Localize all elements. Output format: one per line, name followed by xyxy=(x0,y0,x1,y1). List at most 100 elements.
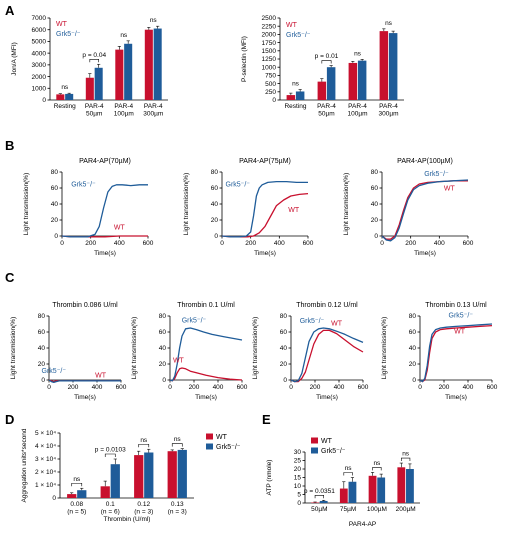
y-tick-label: 60 xyxy=(280,329,288,336)
y-tick-label: 40 xyxy=(159,345,167,352)
bar xyxy=(85,77,94,100)
x-tick-label: 0 xyxy=(168,384,172,391)
x-axis-label: Time(s) xyxy=(94,250,116,257)
y-tick-label: 10 xyxy=(294,483,302,490)
legend-label: WT xyxy=(321,438,333,445)
chart-title: PAR4-AP(70µM) xyxy=(79,158,131,165)
x-tick-label: 0.08 xyxy=(70,501,83,508)
x-tick-label: Resting xyxy=(284,103,306,110)
y-tick-label: 250 xyxy=(265,89,276,96)
y-tick-label: 60 xyxy=(159,329,167,336)
series-line xyxy=(381,180,468,240)
y-tick-label: 20 xyxy=(294,466,302,473)
series-line xyxy=(381,179,469,242)
y-tick-label: 0 xyxy=(412,377,416,384)
series-label: WT xyxy=(331,321,343,328)
series-line xyxy=(290,329,364,383)
series-line xyxy=(169,327,243,382)
bar xyxy=(65,93,74,100)
y-tick-label: 80 xyxy=(159,313,167,320)
y-tick-label: 40 xyxy=(280,345,288,352)
x-tick-label: 400 xyxy=(213,384,224,391)
significance-label: p = 0.01 xyxy=(315,53,339,60)
bar xyxy=(295,91,305,100)
bar xyxy=(317,81,327,100)
x-tick-label: 400 xyxy=(434,240,445,247)
series-label: Grk5⁻/⁻ xyxy=(449,313,474,320)
chart-B1: 0 20 40 60 80 Light transmission(%) 0 200 400 600… xyxy=(23,158,154,257)
x-tick-label: 600 xyxy=(463,240,474,247)
y-tick-label: 4 × 10⁴ xyxy=(35,443,56,450)
x-tick-label: 0 xyxy=(220,240,224,247)
bar xyxy=(134,455,144,498)
y-axis-label: Aggregation units*second xyxy=(21,428,28,502)
x-tick-label: 200 xyxy=(439,384,450,391)
y-tick-label: 40 xyxy=(211,201,219,208)
y-axis-label: Light transmission(%) xyxy=(381,317,388,380)
x-tick-label: 75µM xyxy=(340,506,356,513)
y-tick-label: 60 xyxy=(211,185,219,192)
x-tick-label: 600 xyxy=(487,384,498,391)
significance-bracket xyxy=(171,443,183,447)
chart-title: Thrombin 0.13 U/ml xyxy=(425,302,487,309)
bar xyxy=(286,95,296,100)
bar xyxy=(94,67,103,100)
series-label: WT xyxy=(454,329,466,336)
y-tick-label: 0 xyxy=(54,233,58,240)
bar xyxy=(110,464,120,498)
x-tick-label: 400 xyxy=(463,384,474,391)
y-tick-label: 3000 xyxy=(32,62,47,69)
y-tick-label: 20 xyxy=(159,361,167,368)
y-tick-label: 5000 xyxy=(32,39,47,46)
significance-label: ns xyxy=(292,81,300,88)
panel-label-e: E xyxy=(262,412,271,427)
x-tick-label: PAR-4 xyxy=(144,103,163,110)
y-tick-label: 40 xyxy=(51,201,59,208)
x-tick-label: 0.13 xyxy=(171,501,184,508)
chart-C3: 0 20 40 60 80 Light transmission(%) 0 200 400 600… xyxy=(252,302,369,401)
x-tick-label: 400 xyxy=(92,384,103,391)
bar xyxy=(153,28,162,101)
x-tick-label: 200 xyxy=(310,384,321,391)
x-tick-label: 300µm xyxy=(378,111,398,118)
y-tick-label: 20 xyxy=(51,217,59,224)
y-tick-label: 80 xyxy=(51,169,59,176)
x-tick-label: Resting xyxy=(54,103,76,110)
y-tick-label: 40 xyxy=(38,345,46,352)
bar xyxy=(348,62,358,100)
series-label: Grk5⁻/⁻ xyxy=(226,181,251,188)
x-axis-label: Thrombin (U/ml) xyxy=(104,516,151,523)
x-tick-label: 600 xyxy=(116,384,127,391)
bar xyxy=(377,477,386,503)
y-tick-label: 6000 xyxy=(32,27,47,34)
bar xyxy=(326,67,336,100)
chart-title: PAR4-AP(75µM) xyxy=(239,158,291,165)
bar xyxy=(115,49,124,100)
x-tick-label: 200 xyxy=(405,240,416,247)
bar xyxy=(357,60,367,100)
x-tick-label: 100µm xyxy=(114,111,134,118)
y-axis-label: P-selectin (MFI) xyxy=(241,36,248,82)
x-tick-label: 300µm xyxy=(143,111,163,118)
x-tick-label: 200 xyxy=(85,240,96,247)
y-tick-label: 2500 xyxy=(262,15,277,22)
y-tick-label: 7000 xyxy=(32,15,47,22)
legend-label: WT xyxy=(286,22,298,29)
significance-bracket xyxy=(321,60,332,64)
panel-label-b: B xyxy=(5,138,14,153)
bar xyxy=(339,488,348,503)
y-tick-label: 0 xyxy=(41,377,45,384)
significance-label: ns xyxy=(140,437,148,444)
x-tick-label: 0 xyxy=(418,384,422,391)
legend-swatch xyxy=(206,443,213,450)
y-axis-label: Light transmission(%) xyxy=(252,317,259,380)
y-tick-label: 4000 xyxy=(32,50,47,57)
legend-label: Grk5⁻/⁻ xyxy=(321,448,346,455)
series-label: WT xyxy=(444,185,456,192)
x-tick-label: PAR-4 xyxy=(114,103,133,110)
series-label: Grk5⁻/⁻ xyxy=(71,181,96,188)
y-tick-label: 20 xyxy=(38,361,46,368)
